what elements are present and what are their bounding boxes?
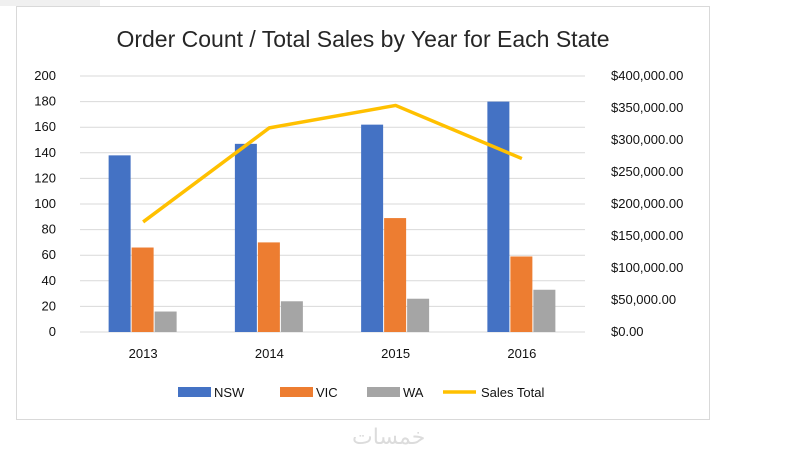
right-axis-tick-label: $200,000.00 bbox=[611, 196, 683, 211]
bar-vic-2013 bbox=[131, 247, 154, 332]
bar-wa-2014 bbox=[280, 301, 303, 332]
x-axis-tick-label: 2015 bbox=[381, 346, 410, 361]
x-axis: 2013 2014 2015 2016 bbox=[129, 346, 537, 361]
bar-wa-2015 bbox=[407, 298, 430, 332]
legend-swatch-nsw bbox=[178, 387, 211, 397]
left-axis-tick-label: 120 bbox=[34, 170, 56, 185]
bar-vic-2015 bbox=[384, 218, 407, 332]
left-axis: 0 20 40 60 80 100 120 140 160 180 200 bbox=[34, 68, 56, 339]
legend-label-vic: VIC bbox=[316, 385, 338, 400]
bar-wa-2013 bbox=[154, 311, 177, 332]
legend-label-nsw: NSW bbox=[214, 385, 245, 400]
left-axis-tick-label: 160 bbox=[34, 119, 56, 134]
bar-nsw-2014 bbox=[234, 143, 257, 332]
legend-label-sales-total: Sales Total bbox=[481, 385, 544, 400]
left-axis-tick-label: 60 bbox=[42, 247, 56, 262]
right-axis-tick-label: $50,000.00 bbox=[611, 292, 676, 307]
left-axis-tick-label: 40 bbox=[42, 273, 56, 288]
bars bbox=[108, 101, 556, 332]
bar-nsw-2013 bbox=[108, 155, 131, 332]
x-axis-tick-label: 2014 bbox=[255, 346, 284, 361]
left-axis-tick-label: 180 bbox=[34, 94, 56, 109]
bar-nsw-2015 bbox=[361, 124, 384, 332]
top-strip bbox=[0, 0, 100, 6]
right-axis-tick-label: $0.00 bbox=[611, 324, 644, 339]
right-axis-tick-label: $250,000.00 bbox=[611, 164, 683, 179]
legend-swatch-wa bbox=[367, 387, 400, 397]
right-axis-tick-label: $300,000.00 bbox=[611, 132, 683, 147]
bar-vic-2014 bbox=[257, 242, 280, 332]
line-sales-total bbox=[142, 103, 523, 224]
right-axis-tick-label: $400,000.00 bbox=[611, 68, 683, 83]
bar-vic-2016 bbox=[510, 256, 533, 332]
left-axis-tick-label: 140 bbox=[34, 145, 56, 160]
legend-swatch-vic bbox=[280, 387, 313, 397]
right-axis-tick-label: $150,000.00 bbox=[611, 228, 683, 243]
watermark-logo: خمسات bbox=[352, 424, 426, 449]
left-axis-tick-label: 20 bbox=[42, 298, 56, 313]
right-axis: $0.00 $50,000.00 $100,000.00 $150,000.00 $20… bbox=[611, 68, 683, 339]
left-axis-tick-label: 200 bbox=[34, 68, 56, 83]
right-axis-tick-label: $100,000.00 bbox=[611, 260, 683, 275]
line-series bbox=[142, 103, 523, 224]
bar-wa-2016 bbox=[533, 289, 556, 332]
x-axis-tick-label: 2013 bbox=[129, 346, 158, 361]
legend-label-wa: WA bbox=[403, 385, 424, 400]
left-axis-tick-label: 80 bbox=[42, 222, 56, 237]
chart-title: Order Count / Total Sales by Year for Ea… bbox=[116, 26, 609, 52]
right-axis-tick-label: $350,000.00 bbox=[611, 100, 683, 115]
bar-nsw-2016 bbox=[487, 101, 510, 332]
left-axis-tick-label: 0 bbox=[49, 324, 56, 339]
left-axis-tick-label: 100 bbox=[34, 196, 56, 211]
x-axis-tick-label: 2016 bbox=[507, 346, 536, 361]
legend: NSW VIC WA Sales Total bbox=[178, 385, 544, 400]
